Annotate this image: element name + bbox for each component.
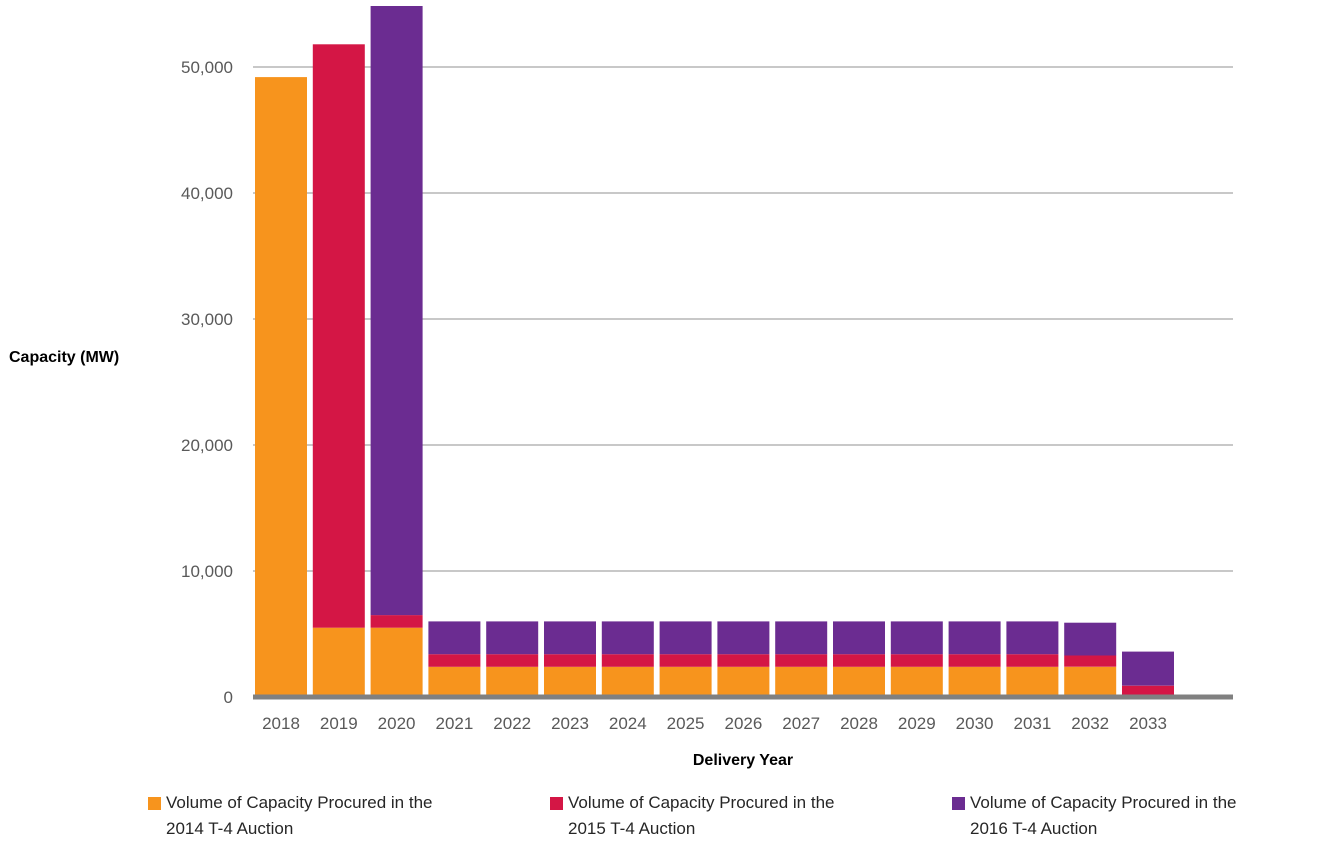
bar-segment xyxy=(601,666,654,697)
x-tick-label: 2030 xyxy=(956,714,994,733)
legend-swatch-2016 xyxy=(952,797,965,810)
bar-segment xyxy=(255,77,307,698)
x-tick-label: 2018 xyxy=(262,714,300,733)
legend-label-2014-line1: Volume of Capacity Procured in the xyxy=(166,793,433,812)
bar-segment xyxy=(601,621,654,655)
legend: Volume of Capacity Procured in the 2014 … xyxy=(0,793,1324,843)
bar-segment xyxy=(370,627,423,697)
legend-item-2015: Volume of Capacity Procured in the 2015 … xyxy=(550,793,834,842)
x-tick-label: 2031 xyxy=(1013,714,1051,733)
bar-segment xyxy=(370,6,423,616)
x-tick-label: 2020 xyxy=(378,714,416,733)
x-tick-label: 2019 xyxy=(320,714,358,733)
bar-segment xyxy=(890,654,943,667)
bar-segment xyxy=(775,666,828,697)
bar-segment xyxy=(1122,685,1174,697)
x-tick-label: 2024 xyxy=(609,714,647,733)
bar-segment xyxy=(312,44,365,628)
x-axis-title: Delivery Year xyxy=(693,752,793,769)
bar-segment xyxy=(1064,666,1117,697)
bar-segment xyxy=(659,666,712,697)
legend-label-2015-line1: Volume of Capacity Procured in the xyxy=(568,793,835,812)
bar-segment xyxy=(659,654,712,667)
bar-segment xyxy=(775,654,828,667)
bar-segment xyxy=(428,654,481,667)
bar-segment xyxy=(1006,666,1059,697)
legend-label-2014: Volume of Capacity Procured in the 2014 … xyxy=(166,790,432,842)
bar-segment xyxy=(948,654,1001,667)
x-tick-label: 2025 xyxy=(667,714,705,733)
y-tick-label: 30,000 xyxy=(181,310,233,329)
bar-segment xyxy=(428,621,481,655)
legend-label-2016-line2: 2016 T-4 Auction xyxy=(970,819,1098,838)
bar-segment xyxy=(775,621,828,655)
x-axis-tick-labels: 2018 2019 2020 2021 2022 2023 2024 2025 2026 2027… xyxy=(262,714,1167,733)
y-axis-title: Capacity (MW) xyxy=(9,349,119,366)
y-axis-tick-labels: 0 10,000 20,000 30,000 40,000 50,000 xyxy=(181,58,233,707)
bar-segment xyxy=(659,621,712,655)
legend-label-2014-line2: 2014 T-4 Auction xyxy=(166,819,294,838)
legend-swatch-2014 xyxy=(148,797,161,810)
legend-swatch-2015 xyxy=(550,797,563,810)
bar-segment xyxy=(833,666,885,697)
legend-label-2015: Volume of Capacity Procured in the 2015 … xyxy=(568,790,834,842)
bar-segment xyxy=(717,666,770,697)
bar-segment xyxy=(312,627,365,697)
y-tick-label: 0 xyxy=(224,688,233,707)
y-tick-label: 20,000 xyxy=(181,436,233,455)
bar-segment xyxy=(717,621,770,655)
x-tick-label: 2032 xyxy=(1071,714,1109,733)
x-tick-label: 2026 xyxy=(724,714,762,733)
bar-segment xyxy=(833,654,885,667)
bar-segment xyxy=(948,621,1001,655)
bar-segment xyxy=(1064,622,1117,656)
legend-item-2016: Volume of Capacity Procured in the 2016 … xyxy=(952,793,1236,842)
x-tick-label: 2021 xyxy=(435,714,473,733)
bar-segment xyxy=(544,654,596,667)
bar-segment xyxy=(486,666,539,697)
legend-label-2016-line1: Volume of Capacity Procured in the xyxy=(970,793,1237,812)
bar-segment xyxy=(544,621,596,655)
x-tick-label: 2022 xyxy=(493,714,531,733)
legend-item-2014: Volume of Capacity Procured in the 2014 … xyxy=(148,793,432,842)
bar-segment xyxy=(833,621,885,655)
bar-segment xyxy=(890,666,943,697)
x-tick-label: 2033 xyxy=(1129,714,1167,733)
x-tick-label: 2023 xyxy=(551,714,589,733)
y-tick-label: 40,000 xyxy=(181,184,233,203)
bar-segment xyxy=(428,666,481,697)
y-tick-label: 10,000 xyxy=(181,562,233,581)
bar-segment xyxy=(717,654,770,667)
bar-segment xyxy=(1122,651,1174,686)
bar-segment xyxy=(601,654,654,667)
bar-segment xyxy=(948,666,1001,697)
bar-segment xyxy=(1064,655,1117,667)
bar-segment xyxy=(370,615,423,628)
bar-segment xyxy=(486,621,539,655)
bar-segment xyxy=(544,666,596,697)
bar-segment xyxy=(1006,621,1059,655)
x-tick-label: 2027 xyxy=(782,714,820,733)
y-tick-label: 50,000 xyxy=(181,58,233,77)
legend-label-2016: Volume of Capacity Procured in the 2016 … xyxy=(970,790,1236,842)
chart: 0 10,000 20,000 30,000 40,000 50,000 2018 2019… xyxy=(9,6,1233,769)
x-tick-label: 2028 xyxy=(840,714,878,733)
bar-segment xyxy=(486,654,539,667)
bars xyxy=(255,6,1174,698)
legend-label-2015-line2: 2015 T-4 Auction xyxy=(568,819,696,838)
x-tick-label: 2029 xyxy=(898,714,936,733)
bar-segment xyxy=(1006,654,1059,667)
bar-segment xyxy=(890,621,943,655)
